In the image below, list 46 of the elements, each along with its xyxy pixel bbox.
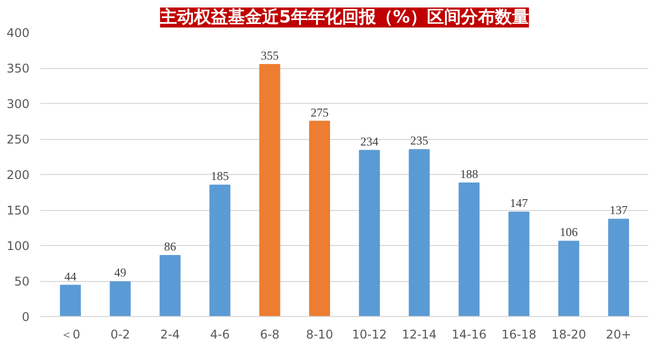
- x-tick-label: 12-14: [402, 328, 437, 342]
- y-tick-label: 300: [6, 97, 30, 111]
- data-label: 275: [310, 105, 329, 120]
- x-tick-label: 6-8: [260, 328, 280, 342]
- bar: [60, 284, 81, 316]
- bar: [259, 64, 280, 316]
- data-label: 185: [210, 169, 229, 184]
- bar: [110, 281, 131, 316]
- y-tick-label: 0: [22, 310, 30, 324]
- bar: [160, 254, 181, 316]
- data-label: 188: [460, 167, 478, 182]
- data-label: 355: [260, 48, 279, 62]
- data-label: 235: [410, 134, 428, 148]
- x-tick-label: 16-18: [501, 328, 536, 342]
- x-tick-label: 8-10: [306, 328, 334, 342]
- data-label: 137: [610, 203, 628, 218]
- y-tick-label: 50: [14, 274, 30, 288]
- data-label: 86: [164, 239, 176, 254]
- bar: [508, 212, 530, 316]
- bar: [408, 149, 430, 316]
- chart-title: 主动权益基金近5年年化回报（%）区间分布数量: [159, 8, 529, 28]
- bar: [458, 182, 480, 316]
- data-label: 147: [510, 196, 528, 210]
- x-tick-label: 20+: [606, 328, 632, 342]
- bar: [608, 218, 630, 316]
- data-label: 44: [64, 269, 76, 284]
- y-tick-label: 400: [6, 26, 30, 40]
- x-tick-label: ＜0: [60, 328, 80, 342]
- y-tick-label: 150: [6, 204, 30, 218]
- y-tick-label: 200: [6, 168, 30, 182]
- bar: [209, 184, 230, 316]
- data-label: 106: [560, 225, 578, 240]
- x-tick-label: 0-2: [110, 328, 130, 342]
- bar: [558, 240, 580, 316]
- x-tick-label: 10-12: [352, 328, 387, 342]
- x-tick-label: 14-16: [452, 328, 487, 342]
- data-label: 49: [114, 266, 126, 280]
- x-tick-label: 2-4: [160, 328, 180, 342]
- bar: [358, 150, 380, 316]
- x-tick-label: 18-20: [551, 328, 586, 342]
- y-tick-label: 250: [6, 132, 30, 146]
- x-tick-label: 4-6: [210, 328, 230, 342]
- bar: [309, 120, 330, 316]
- data-label: 234: [360, 134, 378, 148]
- y-tick-label: 100: [6, 239, 30, 253]
- y-tick-label: 350: [6, 62, 30, 76]
